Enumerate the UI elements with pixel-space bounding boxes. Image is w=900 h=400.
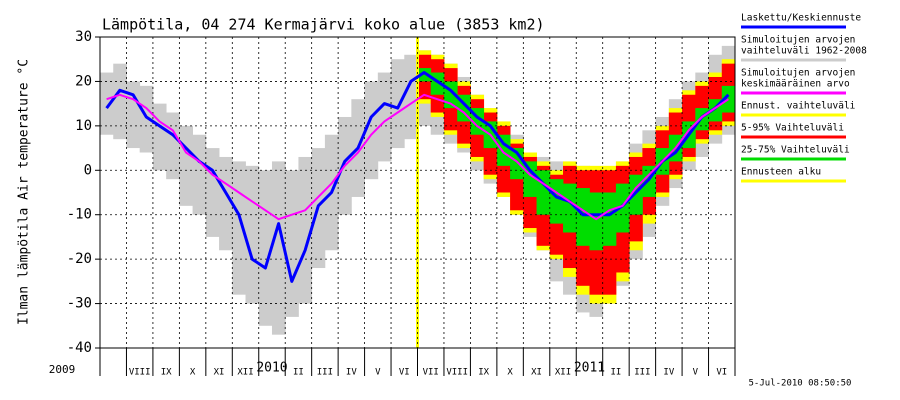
band-segment xyxy=(192,134,207,215)
band-segment xyxy=(166,112,180,180)
x-tick-label: VI xyxy=(399,368,410,378)
legend-label: Ennusteen alku xyxy=(741,167,821,178)
x-tick-label: X xyxy=(190,368,196,378)
x-tick-label: IX xyxy=(478,368,489,378)
legend-label: Simuloitujen arvojen xyxy=(741,68,855,79)
band-segment xyxy=(152,103,167,171)
x-tick-label: V xyxy=(693,368,699,378)
band-segment xyxy=(404,54,418,140)
y-axis-label: Ilman lämpötila Air temperature °C xyxy=(17,59,32,325)
legend-label: vaihteluväli 1962-2008 xyxy=(741,46,867,57)
band-segment xyxy=(615,183,630,233)
x-tick-label: IV xyxy=(663,368,674,378)
x-tick-label: IX xyxy=(161,368,172,378)
legend-label: keskimääräinen arvo xyxy=(741,79,850,90)
x-tick-label: 2010 xyxy=(256,361,287,376)
x-tick-label: IV xyxy=(346,368,357,378)
chart-title: Lämpötila, 04 274 Kermajärvi koko alue (… xyxy=(102,16,545,34)
y-tick-label: 10 xyxy=(75,118,92,134)
band-segment xyxy=(417,68,432,82)
band-segment xyxy=(563,183,577,233)
band-segment xyxy=(364,81,379,180)
x-tick-label: III xyxy=(634,368,650,378)
x-tick-label: II xyxy=(611,368,622,378)
x-tick-label: VI xyxy=(716,368,727,378)
band-segment xyxy=(549,179,564,224)
timestamp: 5-Jul-2010 08:50:50 xyxy=(749,379,852,389)
band-segment xyxy=(721,85,736,113)
band-segment xyxy=(377,72,392,162)
x-tick-label: III xyxy=(317,368,333,378)
x-tick-label: XII xyxy=(555,368,571,378)
legend-label: Simuloitujen arvojen xyxy=(741,35,855,46)
band-segment xyxy=(205,148,220,237)
band-segment xyxy=(179,125,194,206)
band-segment xyxy=(391,59,405,149)
x-tick-label: V xyxy=(375,368,381,378)
series-line xyxy=(106,93,729,221)
legend-label: Laskettu/Keskiennuste xyxy=(741,13,861,24)
band-segment xyxy=(285,170,299,317)
band-segment xyxy=(113,63,127,140)
band-segment xyxy=(496,134,511,166)
legend-label: 25-75% Vaihteluväli xyxy=(741,145,850,156)
y-tick-label: -30 xyxy=(67,296,92,312)
band-segment xyxy=(602,192,617,246)
band-segment xyxy=(100,72,114,135)
legend-label: 5-95% Vaihteluväli xyxy=(741,123,844,134)
x-tick-label: XI xyxy=(214,368,225,378)
band-segment xyxy=(139,85,154,153)
x-tick-label: XI xyxy=(531,368,542,378)
x-tick-label: VIII xyxy=(129,368,151,378)
band-segment xyxy=(126,81,141,149)
y-tick-label: -20 xyxy=(67,251,92,267)
band-segment xyxy=(271,161,286,335)
y-tick-label: 30 xyxy=(75,29,92,45)
x-tick-label: 2011 xyxy=(574,361,605,376)
x-tick-label: II xyxy=(293,368,304,378)
x-tick-label: XII xyxy=(237,368,253,378)
band-segment xyxy=(298,156,313,304)
band-segment xyxy=(245,165,260,304)
y-tick-label: -40 xyxy=(67,340,92,356)
x-tick-label: VII xyxy=(423,368,439,378)
y-tick-label: 20 xyxy=(75,73,92,89)
y-tick-label: -10 xyxy=(67,207,92,223)
y-tick-label: 0 xyxy=(84,162,92,178)
band-segment xyxy=(589,192,604,251)
start-year: 2009 xyxy=(49,363,76,376)
band-segment xyxy=(576,188,590,246)
legend-label: Ennust. vaihteluväli xyxy=(741,101,856,112)
x-tick-label: X xyxy=(507,368,513,378)
x-tick-label: VIII xyxy=(446,368,468,378)
